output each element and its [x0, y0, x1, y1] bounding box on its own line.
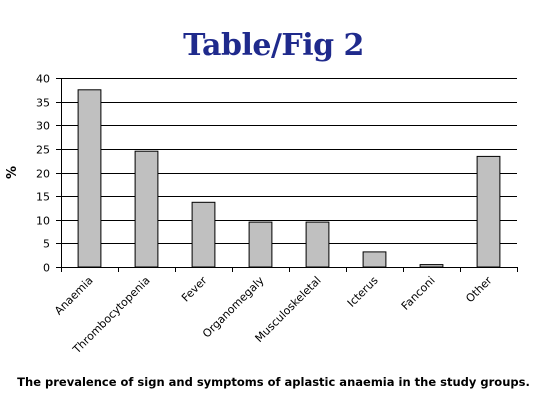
y-tick-labels: 0 5 10 15 20 25 30 35 40 [36, 73, 50, 275]
y-tick-label: 25 [36, 144, 50, 157]
bar-fanconi [419, 264, 444, 268]
bar-thrombocytopenia [134, 150, 159, 268]
figure-caption: The prevalence of sign and symptoms of a… [17, 375, 530, 389]
y-tick-label: 0 [43, 262, 50, 275]
x-category-label: Icterus [345, 274, 381, 310]
y-tick-label: 35 [36, 97, 50, 110]
y-tick-label: 40 [36, 73, 50, 86]
y-tick-label: 30 [36, 120, 50, 133]
bar-fever [191, 201, 216, 268]
slide-title: Table/Fig 2 [183, 28, 364, 63]
y-tick-label: 10 [36, 215, 50, 228]
y-tick-label: 15 [36, 191, 50, 204]
axes [56, 78, 518, 272]
bar-musculoskeletal [305, 221, 330, 268]
y-tick-label: 20 [36, 168, 50, 181]
bar-icterus [362, 251, 387, 268]
bar-other [476, 155, 501, 268]
x-category-label: Anaemia [52, 274, 96, 318]
x-category-label: Fever [179, 274, 210, 305]
x-category-label: Fanconi [399, 274, 438, 313]
bar-organomegaly [248, 221, 273, 268]
x-category-label: Other [463, 274, 495, 306]
bar-chart: 0 5 10 15 20 25 30 35 40 AnaemiaThrombocytopenia… [5, 73, 518, 357]
bar-anaemia [77, 89, 102, 268]
gridlines [61, 78, 517, 244]
bars [77, 89, 501, 268]
y-axis-label: % [5, 166, 20, 179]
y-tick-label: 5 [43, 238, 50, 251]
